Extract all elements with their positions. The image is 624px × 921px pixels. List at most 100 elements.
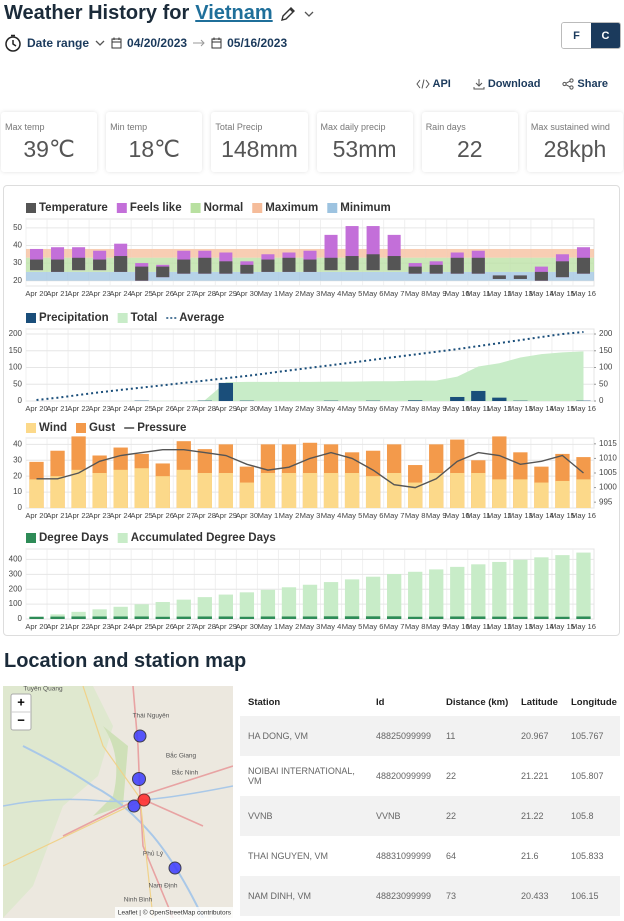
bar bbox=[302, 473, 318, 508]
x-tick-label: May 10 bbox=[445, 404, 470, 413]
station-map[interactable]: + − Leaflet | © OpenStreetMap contributo… bbox=[3, 686, 233, 918]
legend-label[interactable]: Feels like bbox=[130, 202, 182, 214]
x-tick-label: May 13 bbox=[508, 622, 533, 631]
y-tick-label: 40 bbox=[13, 439, 22, 448]
date-range-label[interactable]: Date range bbox=[27, 36, 90, 50]
y2-tick-label: 0 bbox=[599, 396, 604, 405]
y-tick-label: 400 bbox=[9, 555, 23, 564]
x-tick-label: May 1 bbox=[258, 511, 279, 520]
end-date[interactable]: 05/16/2023 bbox=[227, 36, 288, 50]
range-bar bbox=[471, 257, 485, 274]
stat-value: 28kph bbox=[543, 136, 607, 162]
bar bbox=[71, 469, 86, 508]
location-marker[interactable] bbox=[137, 793, 151, 807]
x-tick-label: Apr 20 bbox=[25, 622, 47, 631]
bar bbox=[134, 468, 149, 508]
x-tick-label: May 10 bbox=[445, 289, 470, 298]
location-chevron[interactable] bbox=[303, 8, 315, 20]
attribution-box bbox=[115, 907, 233, 918]
station-marker[interactable] bbox=[132, 772, 146, 786]
range-bar bbox=[177, 259, 191, 274]
range-bar bbox=[366, 254, 380, 271]
table-cell: 105.8 bbox=[563, 796, 620, 836]
bar bbox=[260, 589, 276, 619]
bar bbox=[281, 473, 297, 508]
x-tick-label: May 11 bbox=[466, 289, 490, 298]
range-bar bbox=[492, 275, 506, 279]
share-button[interactable]: Share bbox=[562, 78, 608, 90]
table-cell: 48823099999 bbox=[368, 876, 438, 916]
band-bar bbox=[236, 271, 258, 281]
bar bbox=[239, 592, 255, 619]
range-bar bbox=[72, 257, 86, 271]
x-tick-label: May 16 bbox=[571, 511, 596, 520]
bar bbox=[134, 604, 149, 619]
band-bar bbox=[110, 271, 132, 281]
x-tick-label: May 4 bbox=[321, 289, 342, 298]
table: Station Id Distance (km) Latitude Longitude … bbox=[240, 688, 620, 916]
table-row: VVNB VVNB 22 21.22 105.8 bbox=[240, 796, 620, 836]
bar bbox=[323, 582, 339, 619]
map-attribution[interactable]: Leaflet | © OpenStreetMap contributors bbox=[118, 909, 232, 917]
y-tick-label: 0 bbox=[18, 396, 23, 405]
y-tick-label: 10 bbox=[13, 487, 22, 496]
legend-label[interactable]: Wind bbox=[39, 422, 67, 434]
x-tick-label: Apr 26 bbox=[152, 404, 174, 413]
legend-label[interactable]: Degree Days bbox=[39, 532, 109, 544]
x-tick-label: Apr 25 bbox=[131, 289, 153, 298]
x-tick-label: May 15 bbox=[550, 289, 575, 298]
legend-label[interactable]: Normal bbox=[204, 202, 244, 214]
y-tick-label: 20 bbox=[13, 471, 22, 480]
band-bar bbox=[215, 271, 237, 281]
bar bbox=[408, 571, 423, 619]
legend-label[interactable]: Minimum bbox=[340, 202, 390, 214]
unit-button[interactable]: F bbox=[562, 23, 591, 48]
map-label: Nam Định bbox=[149, 883, 178, 890]
legend-label[interactable]: Average bbox=[179, 312, 224, 324]
bar bbox=[155, 602, 170, 619]
legend-label[interactable]: Gust bbox=[89, 422, 115, 434]
zoom-in[interactable]: + bbox=[17, 694, 25, 709]
x-tick-label: May 5 bbox=[342, 622, 363, 631]
column-header: Station bbox=[248, 696, 281, 708]
x-tick-label: May 11 bbox=[466, 511, 490, 520]
x-tick-label: May 8 bbox=[405, 404, 426, 413]
legend-label[interactable]: Total bbox=[131, 312, 158, 324]
location-link[interactable]: Vietnam bbox=[195, 2, 273, 24]
x-tick-label: May 14 bbox=[529, 622, 554, 631]
y2-tick-label: 1005 bbox=[599, 468, 617, 477]
legend-label[interactable]: Pressure bbox=[137, 422, 186, 434]
band-bar bbox=[194, 271, 216, 281]
legend-label[interactable]: Precipitation bbox=[39, 312, 109, 324]
legend-label[interactable]: Temperature bbox=[39, 202, 108, 214]
map-terrain bbox=[3, 686, 113, 918]
legend-label[interactable]: Accumulated Degree Days bbox=[131, 532, 276, 544]
share-icon bbox=[562, 78, 575, 90]
range-bar bbox=[219, 261, 233, 274]
band-bar bbox=[236, 248, 258, 258]
x-tick-label: Apr 27 bbox=[173, 511, 195, 520]
table-cell: 105.833 bbox=[571, 851, 604, 861]
edit-icon[interactable] bbox=[279, 5, 297, 23]
x-tick-label: May 16 bbox=[571, 404, 596, 413]
unit-button[interactable]: C bbox=[591, 23, 620, 48]
x-tick-label: May 3 bbox=[300, 511, 321, 520]
y-tick-label: 150 bbox=[9, 346, 23, 355]
station-marker[interactable] bbox=[133, 729, 147, 743]
station-marker[interactable] bbox=[168, 861, 182, 875]
api-button[interactable]: API bbox=[415, 78, 451, 90]
map-label: Tuyên Quang bbox=[23, 686, 63, 693]
download-button[interactable]: Download bbox=[473, 78, 540, 90]
zoom-out[interactable]: − bbox=[17, 712, 25, 727]
table-cell: 106.15 bbox=[563, 876, 620, 916]
start-date[interactable]: 04/20/2023 bbox=[127, 36, 188, 50]
date-chevron[interactable] bbox=[94, 37, 106, 49]
station-marker[interactable] bbox=[127, 799, 141, 813]
x-tick-label: May 9 bbox=[426, 511, 447, 520]
legend-swatch bbox=[116, 203, 127, 213]
x-tick-label: Apr 23 bbox=[88, 289, 110, 298]
legend-label[interactable]: Maximum bbox=[265, 202, 318, 214]
x-tick-label: May 8 bbox=[405, 289, 426, 298]
map-label: Thái Nguyên bbox=[133, 713, 170, 720]
bar bbox=[281, 587, 297, 619]
